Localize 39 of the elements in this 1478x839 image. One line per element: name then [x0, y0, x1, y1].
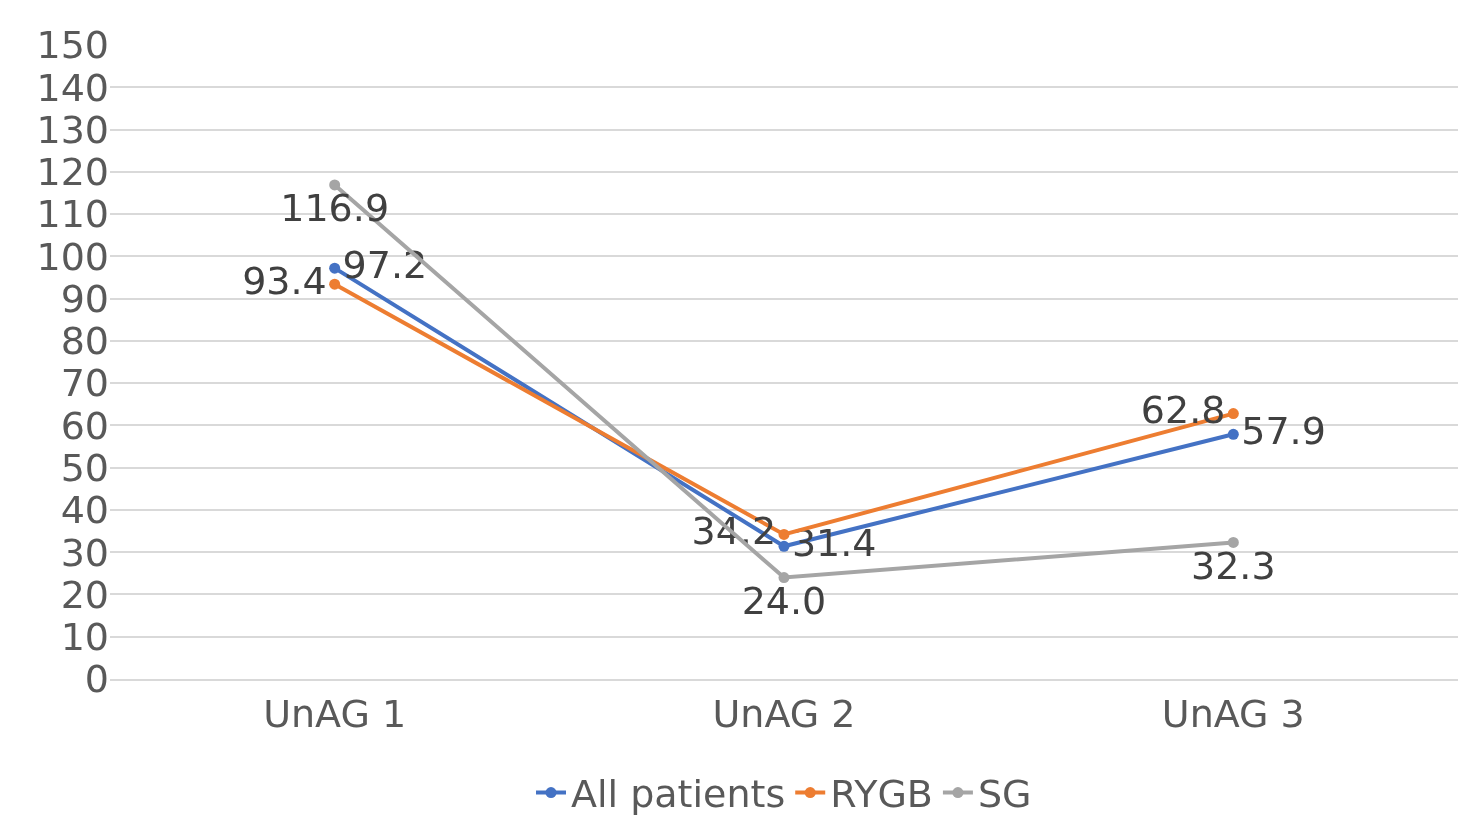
data-label: 31.4 — [791, 520, 877, 565]
legend-label: RYGB — [830, 772, 933, 817]
x-tick-label: UnAG 1 — [263, 691, 407, 736]
point — [778, 540, 790, 552]
data-label: 62.8 — [1140, 388, 1226, 433]
y-tick-label: 130 — [36, 107, 109, 152]
data-label: 24.0 — [741, 578, 827, 623]
y-tick-label: 140 — [36, 65, 109, 110]
y-tick-label: 30 — [60, 530, 109, 575]
point — [329, 262, 341, 274]
y-tick-label: 20 — [60, 572, 109, 617]
y-tick-label: 110 — [36, 192, 109, 237]
data-label: 97.2 — [342, 242, 428, 287]
point — [329, 179, 341, 191]
y-tick-label: 120 — [36, 150, 109, 195]
y-tick-label: 50 — [60, 445, 109, 490]
data-label: 93.4 — [242, 258, 327, 303]
x-tick-label: UnAG 3 — [1161, 691, 1305, 736]
point — [778, 572, 790, 584]
y-tick-label: 10 — [60, 615, 109, 660]
data-label: 32.3 — [1191, 543, 1276, 588]
y-tick-label: 80 — [60, 319, 109, 364]
point — [329, 278, 341, 290]
data-label: 116.9 — [280, 186, 390, 231]
data-label: 57.9 — [1241, 408, 1326, 453]
y-tick-label: 60 — [60, 403, 109, 448]
y-tick-label: 70 — [60, 361, 109, 406]
y-tick-label: 100 — [36, 234, 109, 279]
y-tick-label: 90 — [60, 276, 109, 321]
y-tick-label: 150 — [36, 23, 109, 68]
point — [1227, 536, 1239, 548]
point — [778, 528, 790, 540]
y-tick-label: 0 — [84, 657, 109, 702]
point — [1227, 428, 1239, 440]
point — [1227, 408, 1239, 420]
x-tick-label: UnAG 2 — [712, 691, 856, 736]
legend-label: SG — [977, 772, 1032, 817]
legend-label: All patients — [571, 772, 786, 817]
y-tick-label: 40 — [60, 488, 109, 533]
